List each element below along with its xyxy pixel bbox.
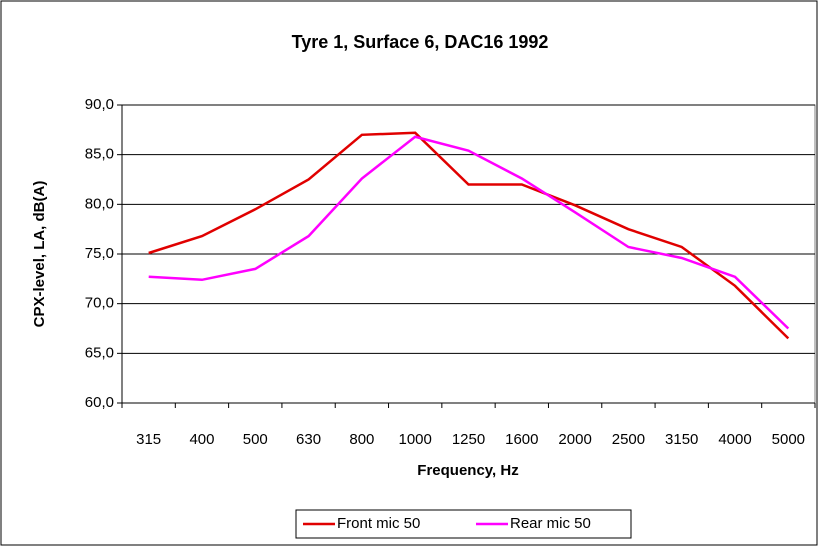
x-tick-label: 2000 <box>558 431 591 448</box>
y-tick-label: 80,0 <box>85 195 114 212</box>
legend-label: Rear mic 50 <box>510 515 591 532</box>
x-tick-label: 4000 <box>718 431 751 448</box>
y-axis-label: CPX-level, LA, dB(A) <box>31 181 48 328</box>
x-tick-label: 1000 <box>399 431 432 448</box>
x-tick-label: 2500 <box>612 431 645 448</box>
series-line <box>148 135 790 330</box>
legend-box <box>295 509 632 539</box>
series-line <box>148 131 790 340</box>
y-tick-label: 85,0 <box>85 146 114 163</box>
y-tick-label: 70,0 <box>85 295 114 312</box>
x-tick-label: 500 <box>243 431 268 448</box>
x-tick-label: 400 <box>189 431 214 448</box>
x-tick-label: 3150 <box>665 431 698 448</box>
x-tick-label: 1250 <box>452 431 485 448</box>
y-tick-label: 60,0 <box>85 394 114 411</box>
chart-title: Tyre 1, Surface 6, DAC16 1992 <box>292 32 549 52</box>
x-axis-label: Frequency, Hz <box>417 462 518 479</box>
x-tick-label: 800 <box>349 431 374 448</box>
y-tick-label: 65,0 <box>85 344 114 361</box>
x-tick-label: 315 <box>136 431 161 448</box>
y-tick-label: 75,0 <box>85 245 114 262</box>
legend-label: Front mic 50 <box>337 515 420 532</box>
x-tick-label: 5000 <box>772 431 805 448</box>
y-tick-label: 90,0 <box>85 96 114 113</box>
x-tick-label: 1600 <box>505 431 538 448</box>
x-tick-label: 630 <box>296 431 321 448</box>
